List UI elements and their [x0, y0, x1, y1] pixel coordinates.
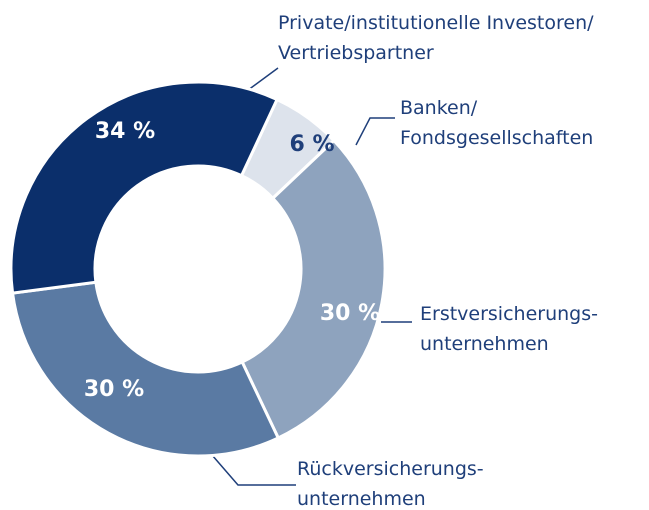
category-label: Vertriebspartner — [278, 42, 434, 64]
value-label: 6 % — [289, 132, 334, 157]
value-label: 34 % — [95, 119, 155, 144]
value-label: 30 % — [84, 377, 144, 402]
category-label: unternehmen — [420, 333, 549, 355]
leader-line — [355, 117, 395, 146]
category-label: Erstversicherungs- — [420, 303, 598, 325]
leader-line — [211, 454, 296, 486]
category-label: Private/institutionelle Investoren/ — [278, 12, 594, 34]
category-label: unternehmen — [297, 488, 426, 510]
donut-segment — [9, 80, 280, 295]
category-label: Rückversicherungs- — [297, 458, 484, 480]
category-label: Banken/ — [400, 97, 478, 119]
donut-segment — [10, 280, 281, 458]
value-label: 30 % — [320, 301, 380, 326]
donut-segment — [240, 138, 387, 440]
category-label: Fondsgesellschaften — [400, 127, 593, 149]
